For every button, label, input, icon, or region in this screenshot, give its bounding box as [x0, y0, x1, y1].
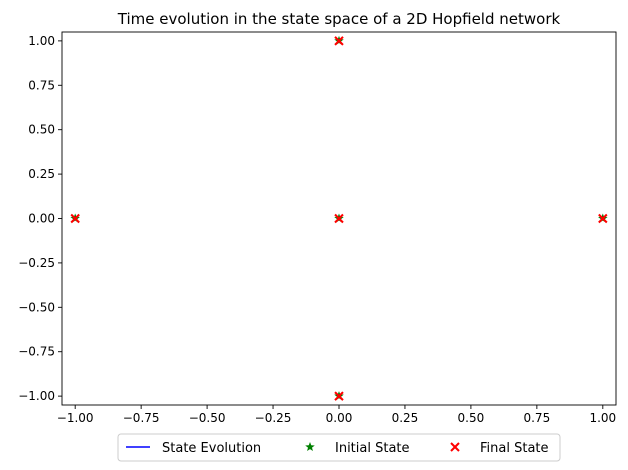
y-tick-label: −0.25	[18, 256, 55, 270]
final-state-marker-stroke	[70, 213, 80, 224]
x-tick-label: −0.75	[123, 411, 160, 425]
x-tick-label: 0.50	[458, 411, 485, 425]
x-tick-label: −0.25	[255, 411, 292, 425]
y-tick-label: 0.50	[28, 123, 55, 137]
plot-area	[70, 35, 608, 401]
legend-final-state-swatch	[450, 442, 460, 452]
legend-initial-state-label: Initial State	[335, 441, 410, 456]
x-tick-label: 0.75	[523, 411, 550, 425]
legend-initial-state-swatch	[305, 442, 315, 452]
y-tick-label: 1.00	[28, 34, 55, 48]
final-state-marker	[598, 213, 608, 224]
final-state-marker	[334, 213, 344, 224]
final-state-marker	[334, 36, 344, 46]
x-tick-label: 1.00	[589, 411, 616, 425]
x-tick-label: 0.00	[326, 411, 353, 425]
y-tick-label: −0.75	[18, 345, 55, 359]
legend-state-evolution-label: State Evolution	[162, 441, 261, 456]
final-state-marker-stroke	[334, 391, 344, 401]
x-tick-label: 0.25	[392, 411, 419, 425]
chart-title: Time evolution in the state space of a 2…	[117, 10, 561, 28]
x-axis: −1.00 −0.75 −0.50 −0.25 0.00 0.25 0.50 0.75 1.00	[57, 405, 616, 425]
x-tick-label: −0.50	[189, 411, 226, 425]
y-tick-label: 0.75	[28, 78, 55, 92]
y-tick-label: 0.25	[28, 167, 55, 181]
legend-final-state-swatch-stroke	[450, 442, 460, 452]
final-state-marker-stroke	[334, 36, 344, 46]
final-state-marker	[70, 213, 80, 224]
y-tick-label: −1.00	[18, 389, 55, 403]
y-axis: 1.00 0.75 0.50 0.25 0.00 −0.25 −0.50 −0.75 −1.00	[18, 34, 62, 403]
final-state-marker-stroke	[598, 213, 608, 224]
legend-box	[117, 433, 561, 462]
y-tick-label: 0.00	[28, 212, 55, 226]
final-state-marker-stroke	[334, 213, 344, 224]
legend-final-state-label: Final State	[480, 441, 549, 456]
legend: State Evolution Initial State Final State	[117, 433, 561, 462]
y-tick-label: −0.50	[18, 300, 55, 314]
final-state-marker	[334, 391, 344, 401]
x-tick-label: −1.00	[57, 411, 94, 425]
